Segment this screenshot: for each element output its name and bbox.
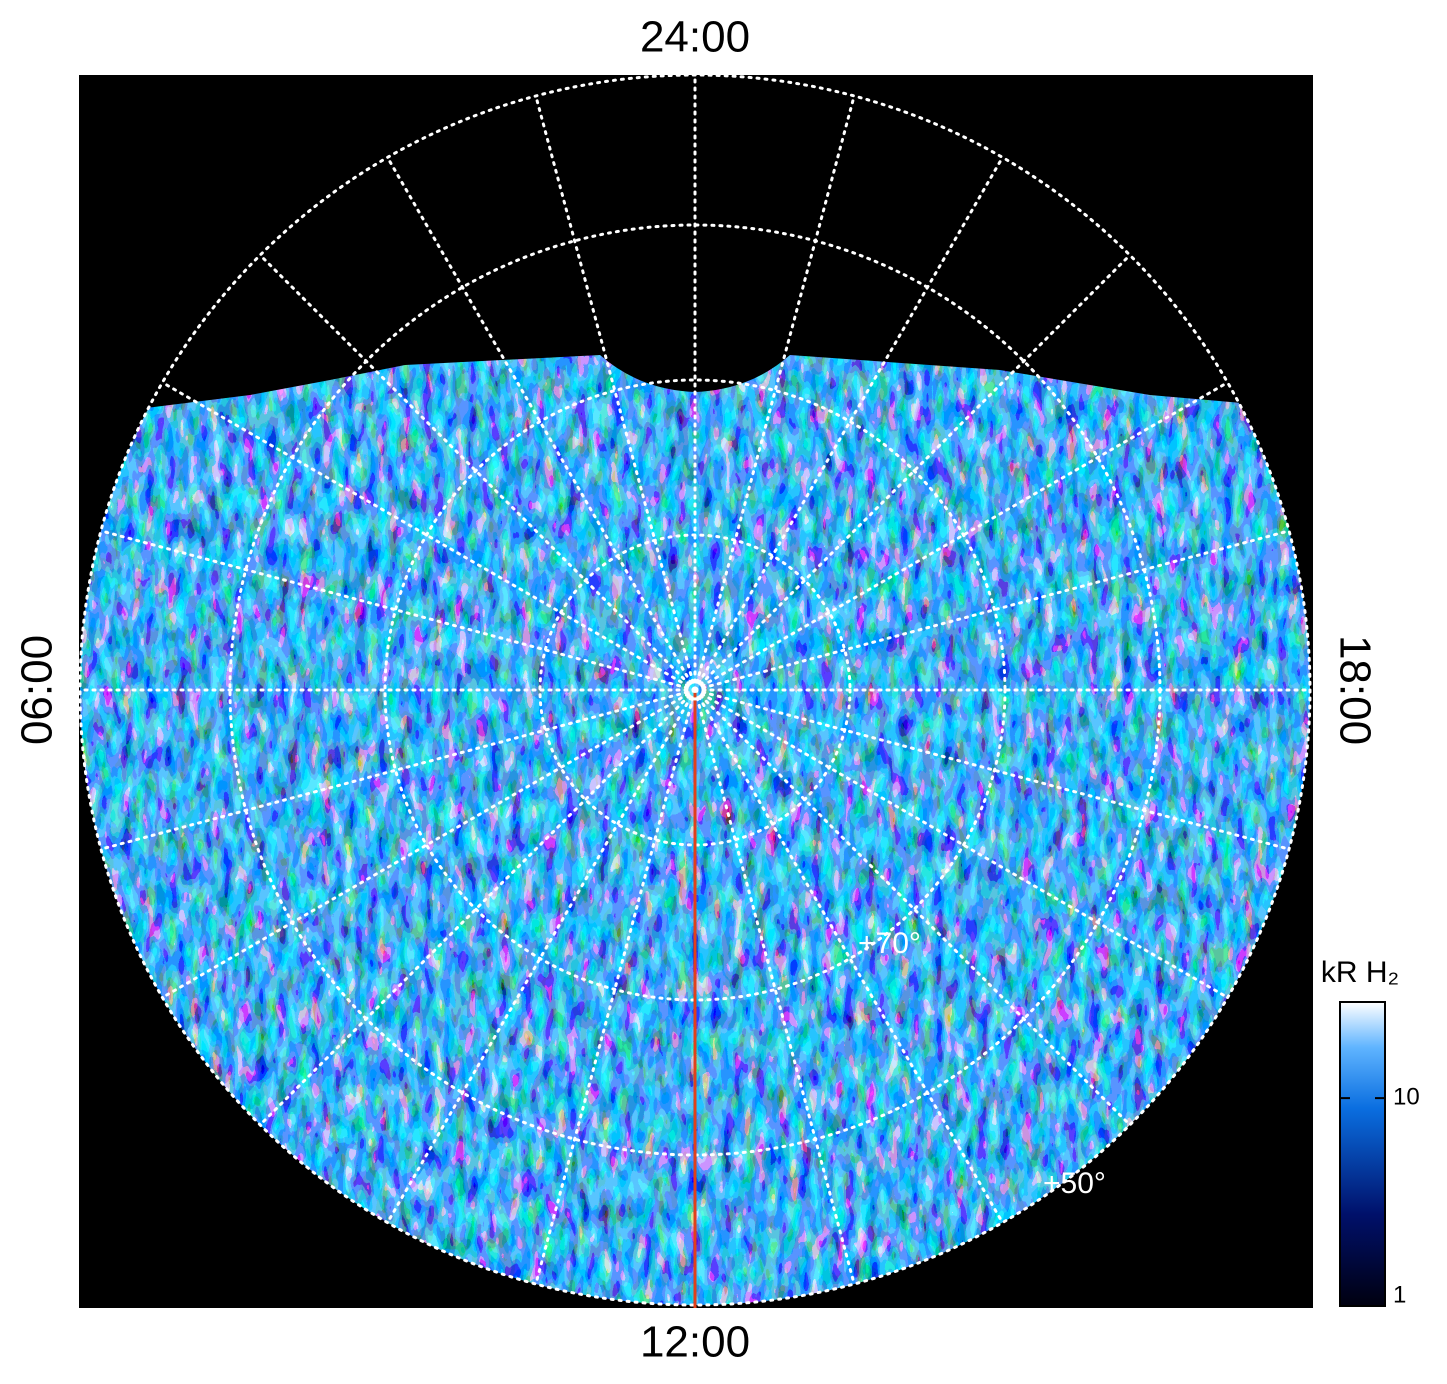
pole-dot xyxy=(692,687,698,693)
label-top: 24:00 xyxy=(640,13,750,62)
pole-marker xyxy=(684,679,706,701)
label-left: 06:00 xyxy=(13,635,62,745)
meridian-line xyxy=(160,381,697,692)
colorbar xyxy=(1339,1001,1386,1307)
meridian-line xyxy=(693,688,1230,999)
colorbar-axis: 1 10 xyxy=(1340,1083,1420,1308)
latitude-label: +50° xyxy=(1043,1167,1106,1200)
label-bottom: 12:00 xyxy=(640,1318,750,1367)
polar-grid xyxy=(78,73,1312,1307)
meridian-line xyxy=(693,688,1004,1225)
meridian-line xyxy=(693,381,1230,692)
meridian-line xyxy=(386,688,697,1225)
meridian-line xyxy=(386,155,697,692)
meridian-line xyxy=(99,529,697,692)
meridian-line xyxy=(534,94,697,692)
meridian-line xyxy=(693,688,1291,851)
meridian-line xyxy=(693,688,1132,1127)
meridian-line xyxy=(693,94,856,692)
meridian-line xyxy=(693,688,856,1286)
colorbar-title: kR H₂ xyxy=(1321,956,1399,989)
meridian-line xyxy=(160,688,697,999)
meridian-line xyxy=(258,253,697,692)
meridian-line xyxy=(693,155,1004,692)
colorbar-tick-label: 10 xyxy=(1393,1083,1420,1110)
meridian-line xyxy=(534,688,697,1286)
latitude-circle xyxy=(78,73,1312,1307)
meridian-line xyxy=(99,688,697,851)
meridian-line xyxy=(693,253,1132,692)
meridian-line xyxy=(693,529,1291,692)
meridian-line xyxy=(258,688,697,1127)
label-right: 18:00 xyxy=(1330,635,1379,745)
latitude-label: +70° xyxy=(858,927,921,960)
colorbar-tick-label: 1 xyxy=(1393,1281,1406,1308)
